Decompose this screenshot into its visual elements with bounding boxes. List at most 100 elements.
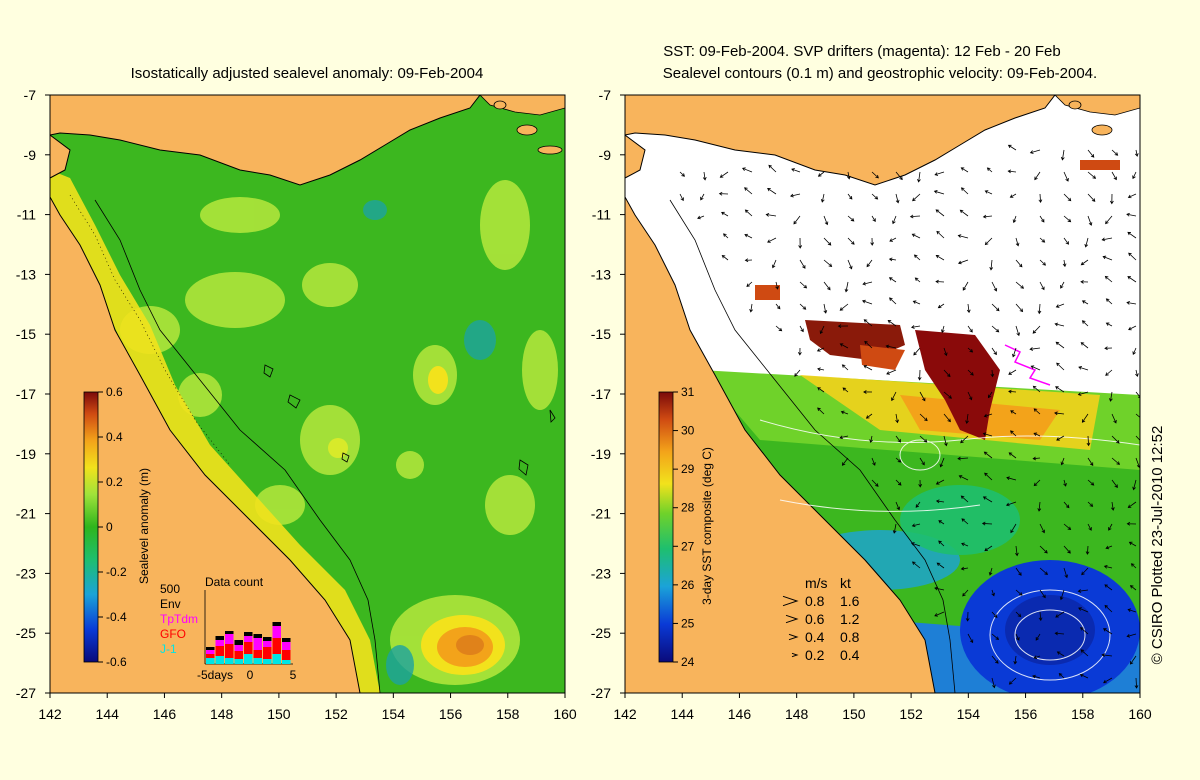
velocity-arrow — [888, 277, 897, 283]
velocity-arrow — [871, 193, 879, 200]
velocity-arrow — [1063, 237, 1069, 245]
sst-colorbar-tick-label: 29 — [681, 462, 695, 476]
velocity-arrow — [721, 211, 729, 217]
velocity-arrow — [744, 258, 753, 263]
velocity-arrow — [1005, 501, 1017, 507]
data-count-bar-segment — [206, 650, 215, 654]
velocity-arrow — [1063, 215, 1072, 223]
velocity-arrow — [1058, 673, 1065, 679]
velocity-arrow — [1081, 300, 1089, 305]
sst-colorbar-label: 3-day SST composite (deg C) — [700, 447, 714, 605]
sst-colorbar-tick-label: 26 — [681, 578, 695, 592]
velocity-arrow — [887, 319, 897, 327]
velocity-arrow — [775, 281, 779, 290]
velocity-arrow — [1135, 369, 1139, 378]
velocity-arrow — [957, 259, 969, 265]
velocity-arrow — [934, 586, 945, 591]
velocity-legend-kt: 1.2 — [840, 611, 860, 627]
velocity-arrow — [863, 390, 873, 394]
velocity-arrow — [1009, 193, 1017, 198]
velocity-arrow — [844, 281, 849, 293]
left-xtick-label: 158 — [496, 706, 520, 722]
velocity-arrow — [986, 167, 993, 173]
velocity-arrow — [871, 457, 876, 466]
velocity-arrow — [1055, 341, 1065, 349]
velocity-arrow — [888, 257, 897, 262]
left-xtick-label: 148 — [210, 706, 234, 722]
velocity-arrow — [1030, 365, 1041, 371]
velocity-arrow — [700, 193, 705, 201]
velocity-arrow — [1033, 655, 1041, 659]
velocity-arrow — [1033, 432, 1041, 437]
data-count-bar-segment — [253, 634, 262, 638]
velocity-arrow — [765, 212, 777, 217]
velocity-arrow — [918, 479, 923, 488]
velocity-arrow — [820, 193, 825, 203]
velocity-arrow — [991, 303, 1000, 312]
velocity-arrow — [1008, 677, 1017, 685]
left-png-land — [50, 95, 481, 186]
velocity-arrow — [1033, 408, 1041, 415]
velocity-arrow — [861, 299, 873, 305]
velocity-arrow — [958, 475, 969, 481]
sst-colorbar-gradient — [658, 391, 674, 663]
velocity-arrow — [991, 655, 999, 664]
velocity-arrow — [791, 168, 801, 173]
velocity-arrow — [864, 340, 873, 349]
velocity-arrow — [871, 215, 876, 222]
velocity-arrow — [1032, 385, 1041, 393]
velocity-legend-arrow — [791, 652, 799, 658]
left-xtick-label: 160 — [553, 706, 577, 722]
velocity-arrow — [936, 562, 945, 569]
velocity-arrow — [1105, 298, 1113, 305]
velocity-arrow — [935, 279, 945, 284]
right-panel-title-line2: Sealevel contours (0.1 m) and geostrophi… — [663, 65, 1097, 82]
velocity-arrow — [1126, 212, 1137, 217]
velocity-arrow — [1080, 259, 1089, 266]
velocity-arrow — [895, 413, 899, 424]
velocity-arrow — [991, 633, 1000, 640]
velocity-arrow — [718, 191, 729, 196]
velocity-arrow — [799, 303, 807, 310]
velocity-legend-arrow — [782, 595, 799, 607]
velocity-arrow — [917, 369, 922, 381]
velocity-arrow — [847, 259, 853, 270]
velocity-arrow — [1054, 631, 1065, 636]
velocity-arrow — [840, 410, 849, 415]
velocity-arrow — [790, 193, 801, 198]
right-australia-land — [625, 195, 936, 693]
velocity-arrow — [721, 254, 729, 261]
data-count-bar-segment — [253, 638, 262, 650]
data-count-bar-segment — [206, 654, 215, 658]
velocity-arrow — [1039, 545, 1048, 554]
velocity-arrow — [991, 611, 998, 618]
left-xtick-label: 144 — [96, 706, 120, 722]
data-count-bar-segment — [263, 647, 272, 659]
velocity-arrow — [961, 518, 969, 525]
velocity-arrow — [984, 545, 993, 552]
data-count-bar-segment — [282, 650, 291, 660]
velocity-arrow — [697, 215, 705, 220]
velocity-arrow — [1063, 567, 1069, 579]
velocity-arrow — [847, 193, 853, 200]
velocity-arrow — [679, 193, 684, 202]
velocity-arrow — [1008, 389, 1017, 394]
left-ytick-label: -9 — [24, 147, 37, 163]
velocity-arrow — [1060, 457, 1065, 466]
left-ytick-label: -7 — [24, 87, 37, 103]
velocity-arrow — [943, 369, 951, 378]
velocity-legend-ms: 0.6 — [805, 611, 825, 627]
velocity-legend-arrow — [788, 633, 799, 641]
velocity-arrow — [957, 456, 969, 461]
left-xtick-label: 142 — [38, 706, 62, 722]
velocity-arrow — [1056, 362, 1065, 371]
left-ytick-label: -15 — [16, 326, 36, 342]
sla-colorbar-label: Sealevel anomaly (m) — [137, 468, 151, 584]
velocity-arrow — [1132, 479, 1137, 491]
velocity-arrow — [989, 259, 994, 271]
velocity-arrow — [1010, 430, 1017, 437]
velocity-arrow — [935, 254, 945, 261]
velocity-arrow — [957, 234, 969, 239]
